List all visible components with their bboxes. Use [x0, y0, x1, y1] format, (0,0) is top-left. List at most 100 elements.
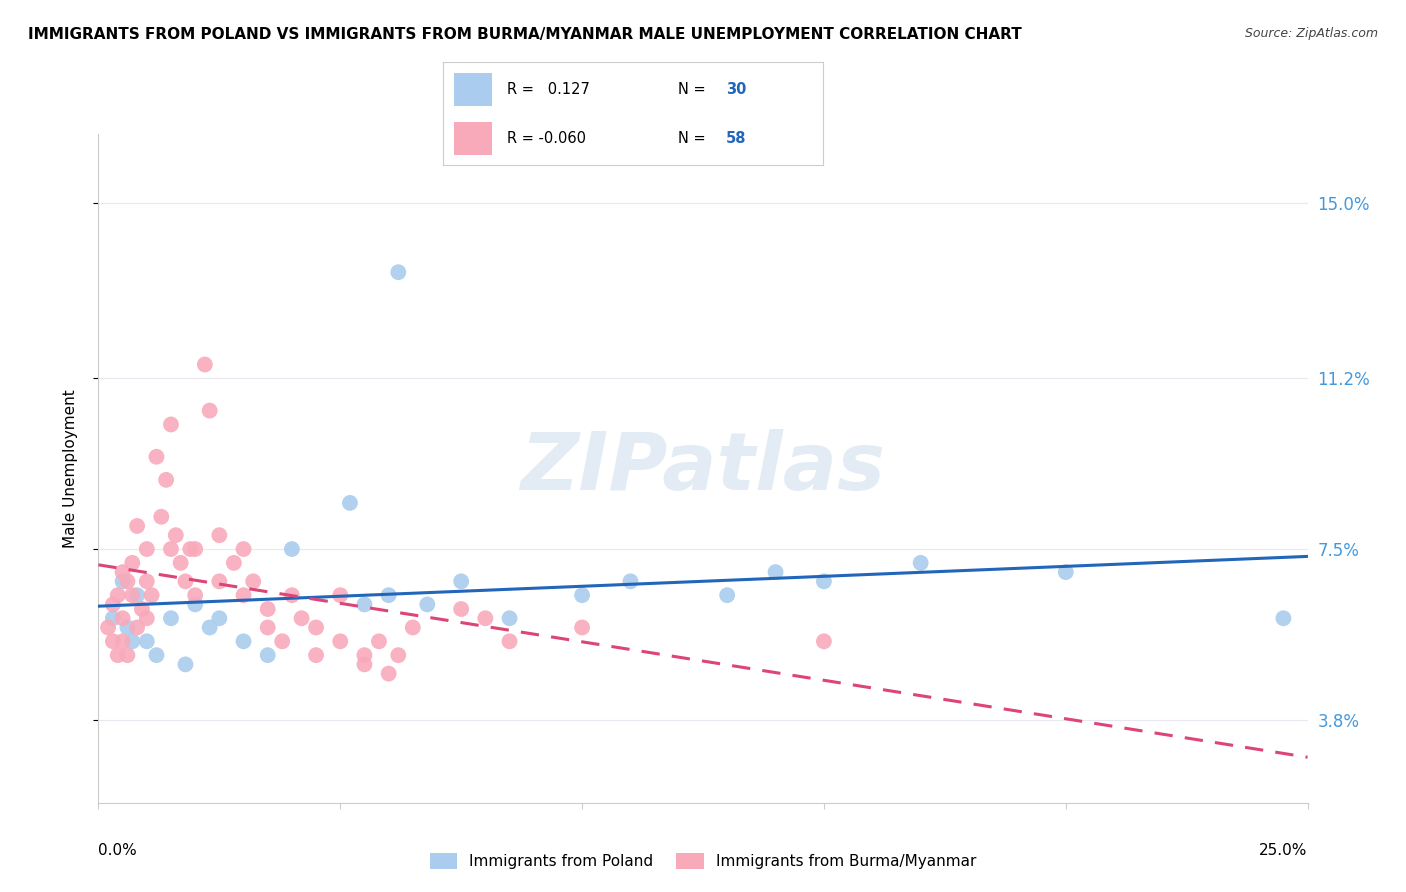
Point	[107, 588, 129, 602]
Text: 58: 58	[725, 131, 747, 146]
Point	[305, 648, 328, 662]
Point	[1054, 565, 1077, 579]
Point	[271, 634, 294, 648]
Text: R = -0.060: R = -0.060	[508, 131, 586, 146]
Point	[813, 634, 835, 648]
Text: Source: ZipAtlas.com: Source: ZipAtlas.com	[1244, 27, 1378, 40]
Point	[256, 620, 278, 634]
Text: 25.0%: 25.0%	[1260, 843, 1308, 858]
Point	[150, 509, 173, 524]
Point	[111, 611, 134, 625]
Point	[174, 574, 197, 589]
Y-axis label: Male Unemployment: Male Unemployment	[63, 389, 77, 548]
Point	[127, 588, 149, 602]
Text: N =: N =	[678, 81, 710, 96]
Point	[117, 620, 139, 634]
Point	[368, 634, 391, 648]
Point	[160, 417, 183, 432]
Point	[141, 588, 163, 602]
Point	[117, 648, 139, 662]
Point	[813, 574, 835, 589]
Point	[353, 648, 375, 662]
Point	[716, 588, 738, 602]
Point	[232, 542, 254, 557]
Text: N =: N =	[678, 131, 710, 146]
Point	[97, 620, 120, 634]
Point	[121, 634, 143, 648]
Point	[198, 620, 221, 634]
Point	[208, 574, 231, 589]
Point	[329, 634, 352, 648]
Point	[111, 634, 134, 648]
Point	[184, 588, 207, 602]
Point	[194, 358, 217, 372]
Point	[305, 620, 328, 634]
Point	[135, 611, 157, 625]
Point	[135, 574, 157, 589]
Point	[174, 657, 197, 672]
Point	[160, 542, 183, 557]
Point	[145, 450, 167, 464]
Point	[111, 565, 134, 579]
Point	[121, 588, 143, 602]
Legend: Immigrants from Poland, Immigrants from Burma/Myanmar: Immigrants from Poland, Immigrants from …	[423, 847, 983, 875]
Point	[281, 588, 304, 602]
Text: R =   0.127: R = 0.127	[508, 81, 591, 96]
Point	[145, 648, 167, 662]
Bar	[454, 73, 492, 105]
Point	[377, 666, 399, 681]
Point	[160, 611, 183, 625]
Point	[117, 574, 139, 589]
Point	[765, 565, 787, 579]
Point	[165, 528, 187, 542]
Point	[208, 528, 231, 542]
Point	[387, 648, 409, 662]
Point	[281, 542, 304, 557]
Point	[101, 598, 124, 612]
Point	[232, 634, 254, 648]
Point	[450, 574, 472, 589]
Point	[571, 620, 593, 634]
Bar	[454, 122, 492, 155]
Point	[353, 598, 375, 612]
Text: 0.0%: 0.0%	[98, 843, 138, 858]
Point	[329, 588, 352, 602]
Point	[377, 588, 399, 602]
Point	[402, 620, 425, 634]
Point	[339, 496, 361, 510]
Point	[198, 403, 221, 417]
Text: IMMIGRANTS FROM POLAND VS IMMIGRANTS FROM BURMA/MYANMAR MALE UNEMPLOYMENT CORREL: IMMIGRANTS FROM POLAND VS IMMIGRANTS FRO…	[28, 27, 1022, 42]
Text: 30: 30	[725, 81, 747, 96]
Point	[169, 556, 191, 570]
Point	[256, 602, 278, 616]
Text: ZIPatlas: ZIPatlas	[520, 429, 886, 508]
Point	[498, 611, 520, 625]
Point	[208, 611, 231, 625]
Point	[1272, 611, 1295, 625]
Point	[179, 542, 201, 557]
Point	[353, 657, 375, 672]
Point	[101, 611, 124, 625]
Point	[131, 602, 153, 616]
Point	[127, 519, 149, 533]
Point	[135, 542, 157, 557]
Point	[242, 574, 264, 589]
Point	[498, 634, 520, 648]
Point	[184, 598, 207, 612]
Point	[121, 556, 143, 570]
Point	[474, 611, 496, 625]
Point	[222, 556, 245, 570]
Point	[155, 473, 177, 487]
Point	[101, 634, 124, 648]
Point	[387, 265, 409, 279]
Point	[232, 588, 254, 602]
Point	[127, 620, 149, 634]
Point	[910, 556, 932, 570]
Point	[107, 648, 129, 662]
Point	[135, 634, 157, 648]
Point	[619, 574, 641, 589]
Point	[450, 602, 472, 616]
Point	[256, 648, 278, 662]
Point	[184, 542, 207, 557]
Point	[111, 574, 134, 589]
